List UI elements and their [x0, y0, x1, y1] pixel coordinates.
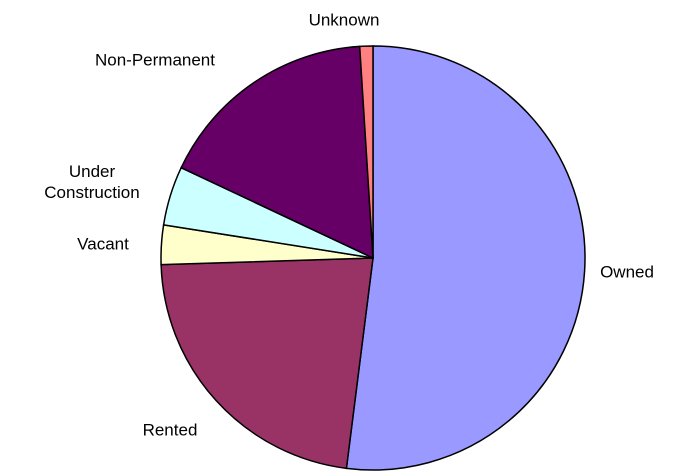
slice-label: Vacant — [77, 234, 129, 254]
pie-slice — [180, 45, 374, 260]
slice-label: Rented — [142, 420, 198, 440]
slice-label: Owned — [600, 262, 654, 282]
slice-label: Unknown — [308, 10, 380, 30]
slice-label: Under Construction — [44, 162, 140, 202]
pie-slice — [358, 45, 374, 259]
pie-slice — [345, 45, 586, 471]
slice-label: Non-Permanent — [94, 50, 215, 70]
pie-slice — [160, 257, 374, 470]
